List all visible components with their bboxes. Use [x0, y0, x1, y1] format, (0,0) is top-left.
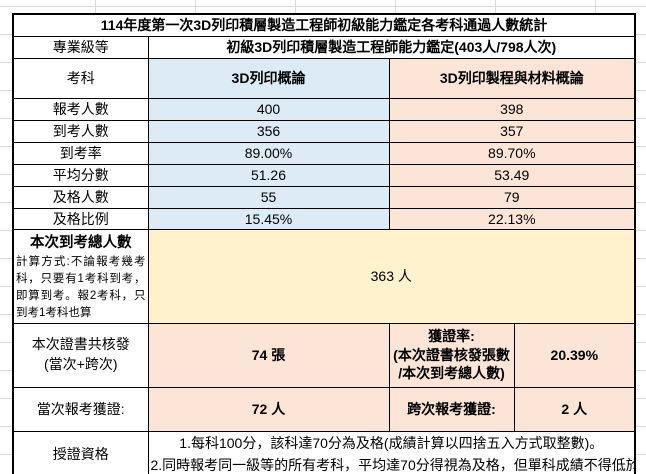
level-label: 專業級等	[12, 35, 149, 59]
stats-label: 到考人數	[12, 119, 149, 143]
qualification-label: 授證資格	[12, 430, 149, 474]
stats-value-intro: 15.45%	[147, 207, 390, 230]
certificates-label: 本次證書共核發 (當次+跨次)	[12, 322, 149, 388]
current-session-row: 當次報考獲證: 72 人 跨次報考獲證: 2 人	[12, 386, 636, 432]
qualification-note: 1.每科100分，該科達70分為及格(成績計算以四捨五入方式取整數)。 2.同時…	[147, 430, 636, 474]
stats-value-materials: 357	[388, 119, 636, 143]
stats-label: 及格人數	[12, 185, 149, 209]
total-attendees-label-cell: 本次到考總人數 計算方式:不論報考幾考科，只要有1考科到考，即算到考。報2考科，…	[12, 228, 149, 324]
stats-label: 報考人數	[12, 97, 149, 121]
subjects-label: 考科	[12, 57, 149, 99]
total-attendees-value: 363 人	[147, 228, 636, 324]
stats-value-materials: 22.13%	[388, 207, 636, 230]
report-table: 114年度第一次3D列印積層製造工程師初級能力鑑定各考科通過人數統計 專業級等 …	[12, 13, 637, 474]
stats-value-materials: 398	[388, 97, 636, 121]
total-attendees-row: 本次到考總人數 計算方式:不論報考幾考科，只要有1考科到考，即算到考。報2考科，…	[12, 228, 636, 324]
certificates-count: 74 張	[147, 322, 390, 388]
stats-value-materials: 89.70%	[388, 141, 636, 165]
report-title: 114年度第一次3D列印積層製造工程師初級能力鑑定各考科通過人數統計	[12, 13, 636, 37]
cross-session-label: 跨次報考獲證:	[388, 386, 515, 432]
cross-session-value: 2 人	[513, 386, 636, 432]
stats-value-materials: 53.49	[388, 163, 636, 187]
stats-row-average-score: 平均分數 51.26 53.49	[12, 163, 636, 187]
stats-value-intro: 89.00%	[147, 141, 390, 165]
certificates-row: 本次證書共核發 (當次+跨次) 74 張 獲證率: (本次證書核發張數 /本次到…	[12, 322, 636, 388]
stats-row-attendance-rate: 到考率 89.00% 89.70%	[12, 141, 636, 165]
stats-label: 平均分數	[12, 163, 149, 187]
stats-row-pass-rate: 及格比例 15.45% 22.13%	[12, 207, 636, 230]
stats-row-registered: 報考人數 400 398	[12, 97, 636, 121]
stats-row-attended: 到考人數 356 357	[12, 119, 636, 143]
stats-row-passed-count: 及格人數 55 79	[12, 185, 636, 209]
stats-value-intro: 55	[147, 185, 390, 209]
qualification-note-line1: 1.每科100分，該科達70分為及格(成績計算以四捨五入方式取整數)。	[179, 434, 604, 451]
level-value: 初級3D列印積層製造工程師能力鑑定(403人/798人次)	[147, 35, 636, 59]
stats-value-intro: 400	[147, 97, 390, 121]
stats-value-materials: 79	[388, 185, 636, 209]
total-attendees-note: 計算方式:不論報考幾考科，只要有1考科到考，即算到考。報2考科，只到考1考科也算	[16, 255, 146, 320]
subject-header-intro: 3D列印概論	[147, 57, 390, 99]
current-session-value: 72 人	[147, 386, 390, 432]
certificate-rate-label: 獲證率: (本次證書核發張數 /本次到考總人數)	[388, 322, 515, 388]
stats-label: 及格比例	[12, 207, 149, 230]
stats-label: 到考率	[12, 141, 149, 165]
subject-header-materials: 3D列印製程與材料概論	[388, 57, 636, 99]
current-session-label: 當次報考獲證:	[12, 386, 149, 432]
qualification-row: 授證資格 1.每科100分，該科達70分為及格(成績計算以四捨五入方式取整數)。…	[12, 430, 636, 474]
stats-value-intro: 356	[147, 119, 390, 143]
stats-value-intro: 51.26	[147, 163, 390, 187]
total-attendees-label: 本次到考總人數	[30, 234, 132, 251]
certificate-rate-value: 20.39%	[513, 322, 636, 388]
qualification-note-line2: 2.同時報考同一級等的所有考科，平均達70分得視為及格，但單科成績不得低於60分…	[150, 456, 636, 473]
